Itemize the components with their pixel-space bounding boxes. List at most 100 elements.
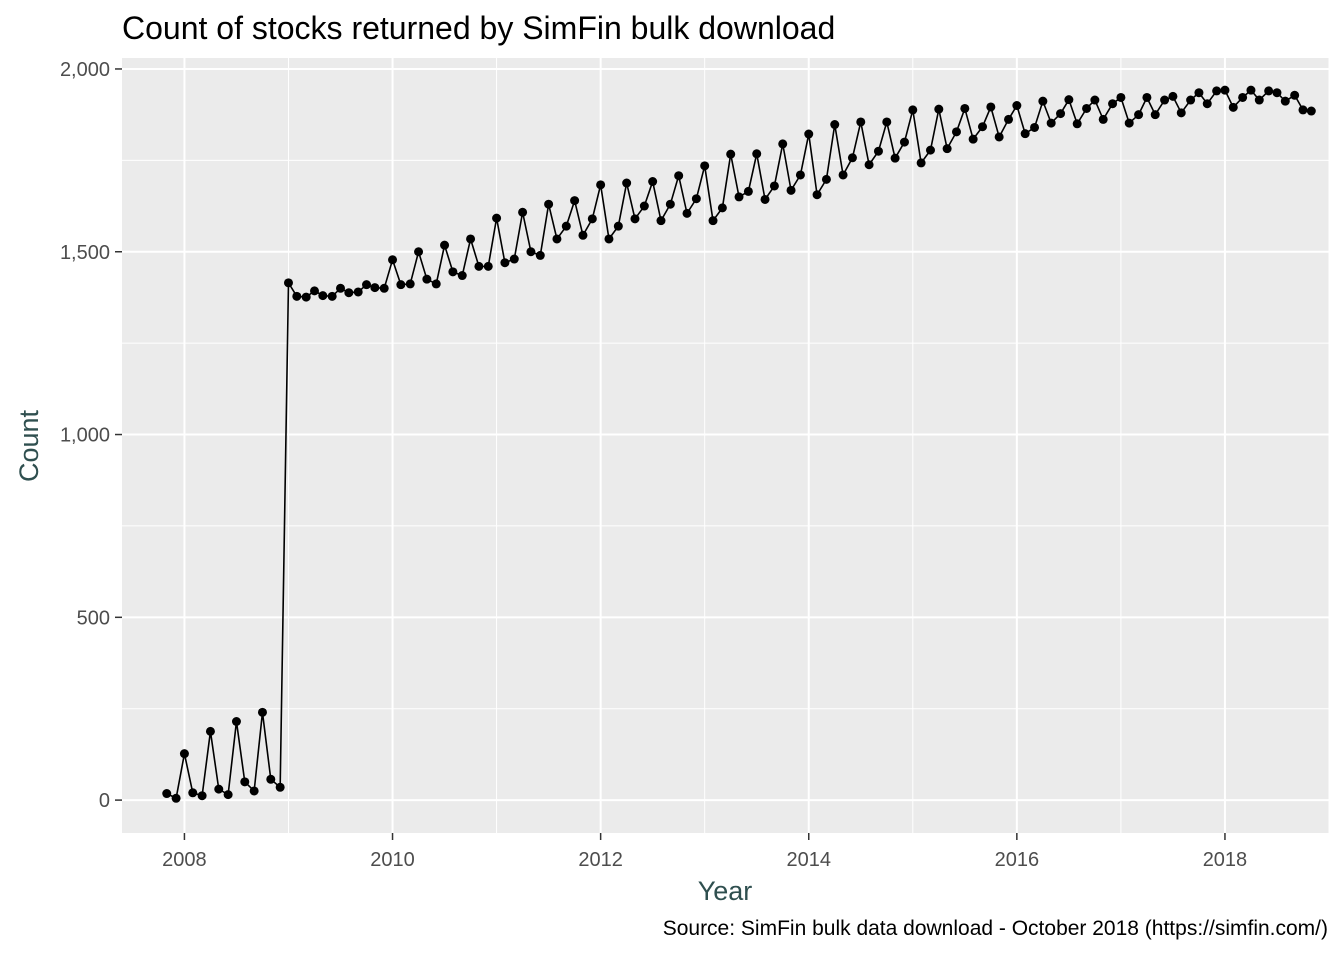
- data-point: [743, 186, 753, 196]
- data-point: [344, 288, 354, 298]
- data-point: [1108, 99, 1118, 109]
- data-point: [1072, 119, 1082, 129]
- y-tick-label: 1,500: [60, 242, 110, 264]
- data-point: [1116, 92, 1126, 102]
- data-point: [1298, 105, 1308, 115]
- data-point: [708, 216, 718, 226]
- data-point: [205, 726, 215, 736]
- data-point: [544, 199, 554, 209]
- data-point: [1306, 106, 1316, 116]
- data-point: [275, 782, 285, 792]
- data-point: [1176, 108, 1186, 118]
- data-point: [934, 104, 944, 114]
- data-point: [171, 793, 181, 803]
- data-point: [257, 707, 267, 717]
- data-point: [717, 203, 727, 213]
- data-point: [266, 774, 276, 784]
- data-point: [301, 292, 311, 302]
- data-point: [1246, 85, 1256, 95]
- data-point: [535, 250, 545, 260]
- data-point: [1212, 86, 1222, 96]
- data-point: [613, 221, 623, 231]
- data-point: [466, 234, 476, 244]
- data-point: [1082, 103, 1092, 113]
- data-point: [734, 192, 744, 202]
- data-point: [457, 271, 467, 281]
- data-point: [864, 160, 874, 170]
- data-point: [760, 194, 770, 204]
- data-point: [327, 291, 337, 301]
- data-point: [422, 274, 432, 284]
- data-point: [847, 153, 857, 163]
- data-point: [665, 199, 675, 209]
- data-point: [379, 283, 389, 293]
- data-point: [882, 117, 892, 127]
- x-tick-label: 2014: [786, 849, 831, 871]
- plot-panel: [122, 58, 1329, 833]
- major-gridlines: [122, 58, 1329, 833]
- data-point: [1020, 129, 1030, 139]
- data-point: [509, 254, 519, 264]
- chart-caption: Source: SimFin bulk data download - Octo…: [662, 917, 1328, 940]
- data-point: [656, 216, 666, 226]
- data-point: [1194, 88, 1204, 98]
- data-point: [561, 221, 571, 231]
- data-point: [804, 129, 814, 139]
- data-point: [188, 788, 198, 798]
- data-point: [388, 255, 398, 265]
- data-point: [978, 122, 988, 132]
- data-point: [951, 127, 961, 137]
- data-point: [604, 234, 614, 244]
- data-point: [1134, 110, 1144, 120]
- data-point: [1004, 114, 1014, 124]
- data-point: [648, 177, 658, 187]
- y-tick-label: 0: [99, 790, 110, 812]
- data-point: [362, 280, 372, 290]
- data-point: [552, 234, 562, 244]
- x-tick-label: 2012: [578, 849, 623, 871]
- data-point: [396, 280, 406, 290]
- data-point: [336, 283, 346, 293]
- data-point: [639, 201, 649, 211]
- y-axis-title: Count: [14, 409, 44, 482]
- data-point: [1064, 95, 1074, 105]
- data-point: [899, 137, 909, 147]
- data-point: [691, 194, 701, 204]
- data-point: [1168, 91, 1178, 101]
- data-point: [1160, 95, 1170, 105]
- data-point: [310, 286, 319, 296]
- data-point: [1056, 109, 1066, 119]
- data-point: [518, 207, 528, 217]
- data-point: [448, 267, 458, 277]
- data-point: [830, 120, 840, 130]
- data-point: [370, 283, 380, 293]
- data-point: [1046, 118, 1056, 128]
- data-point: [786, 185, 796, 195]
- data-point: [968, 134, 978, 144]
- x-tick-label: 2018: [1203, 849, 1248, 871]
- data-point: [821, 174, 831, 184]
- data-point: [596, 180, 606, 190]
- data-point: [994, 132, 1004, 142]
- data-point: [231, 717, 241, 726]
- series-points: [162, 85, 1316, 803]
- data-point: [838, 170, 848, 180]
- data-point: [812, 190, 822, 200]
- data-point: [179, 749, 189, 759]
- data-point: [431, 279, 441, 289]
- data-point: [1186, 95, 1196, 105]
- data-point: [240, 777, 250, 787]
- data-point: [292, 291, 302, 301]
- data-point: [630, 214, 640, 224]
- data-point: [1220, 85, 1230, 95]
- data-point: [700, 161, 710, 171]
- data-point: [925, 145, 935, 155]
- data-point: [1150, 110, 1160, 120]
- data-point: [1012, 101, 1022, 111]
- data-point: [162, 789, 172, 799]
- data-point: [1238, 92, 1248, 102]
- data-point: [570, 196, 580, 206]
- data-point: [1264, 86, 1274, 96]
- data-point: [795, 170, 805, 180]
- data-point: [483, 261, 493, 271]
